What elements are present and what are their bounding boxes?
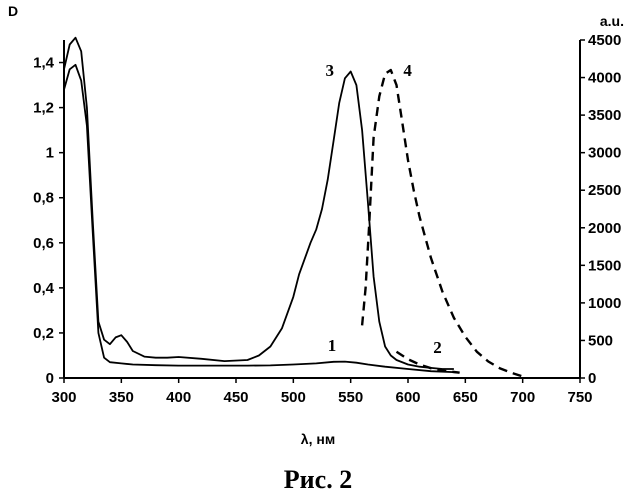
x-tick-label: 700 <box>510 389 535 406</box>
series-1-label: 1 <box>328 336 337 355</box>
series-3-line <box>64 38 454 369</box>
y-right-tick-label: 1000 <box>588 295 621 312</box>
series-layer <box>64 38 523 377</box>
y-right-tick-label: 1500 <box>588 257 621 274</box>
y-right-tick-label: 2000 <box>588 220 621 237</box>
y-right-tick-label: 4000 <box>588 70 621 87</box>
y-right-tick-label: 3000 <box>588 145 621 162</box>
y-right-tick-label: 0 <box>588 370 596 387</box>
y-right-tick-label: 500 <box>588 332 613 349</box>
y-left-tick-label: 0,4 <box>33 280 55 297</box>
x-tick-label: 600 <box>395 389 420 406</box>
y-right-axis-title: a.u. <box>600 13 624 29</box>
x-tick-label: 750 <box>567 389 592 406</box>
y-left-tick-label: 1,4 <box>33 55 55 72</box>
y-left-tick-label: 1 <box>46 145 54 162</box>
y-left-tick-label: 0 <box>46 370 54 387</box>
y-right-tick-label: 2500 <box>588 182 621 199</box>
y-left-tick-label: 0,6 <box>33 235 54 252</box>
x-tick-label: 450 <box>223 389 248 406</box>
figure-caption: Рис. 2 <box>284 465 352 494</box>
x-tick-label: 550 <box>338 389 363 406</box>
series-4-line <box>362 70 523 377</box>
y-left-tick-label: 1,2 <box>33 100 54 117</box>
curve-labels: 1 2 3 4 <box>325 61 441 357</box>
y-left-tick-label: 0,8 <box>33 190 54 207</box>
x-tick-label: 300 <box>51 389 76 406</box>
series-3-label: 3 <box>325 61 334 80</box>
x-tick-label: 350 <box>109 389 134 406</box>
series-4-label: 4 <box>403 61 412 80</box>
y-right-tick-label: 4500 <box>588 32 621 49</box>
x-tick-label: 650 <box>453 389 478 406</box>
y-right-tick-label: 3500 <box>588 107 621 124</box>
x-axis-title: λ, нм <box>301 431 335 447</box>
y-left-tick-label: 0,2 <box>33 325 54 342</box>
x-tick-label: 500 <box>281 389 306 406</box>
series-2-label: 2 <box>433 338 442 357</box>
x-tick-label: 400 <box>166 389 191 406</box>
y-left-axis-title: D <box>8 3 18 19</box>
